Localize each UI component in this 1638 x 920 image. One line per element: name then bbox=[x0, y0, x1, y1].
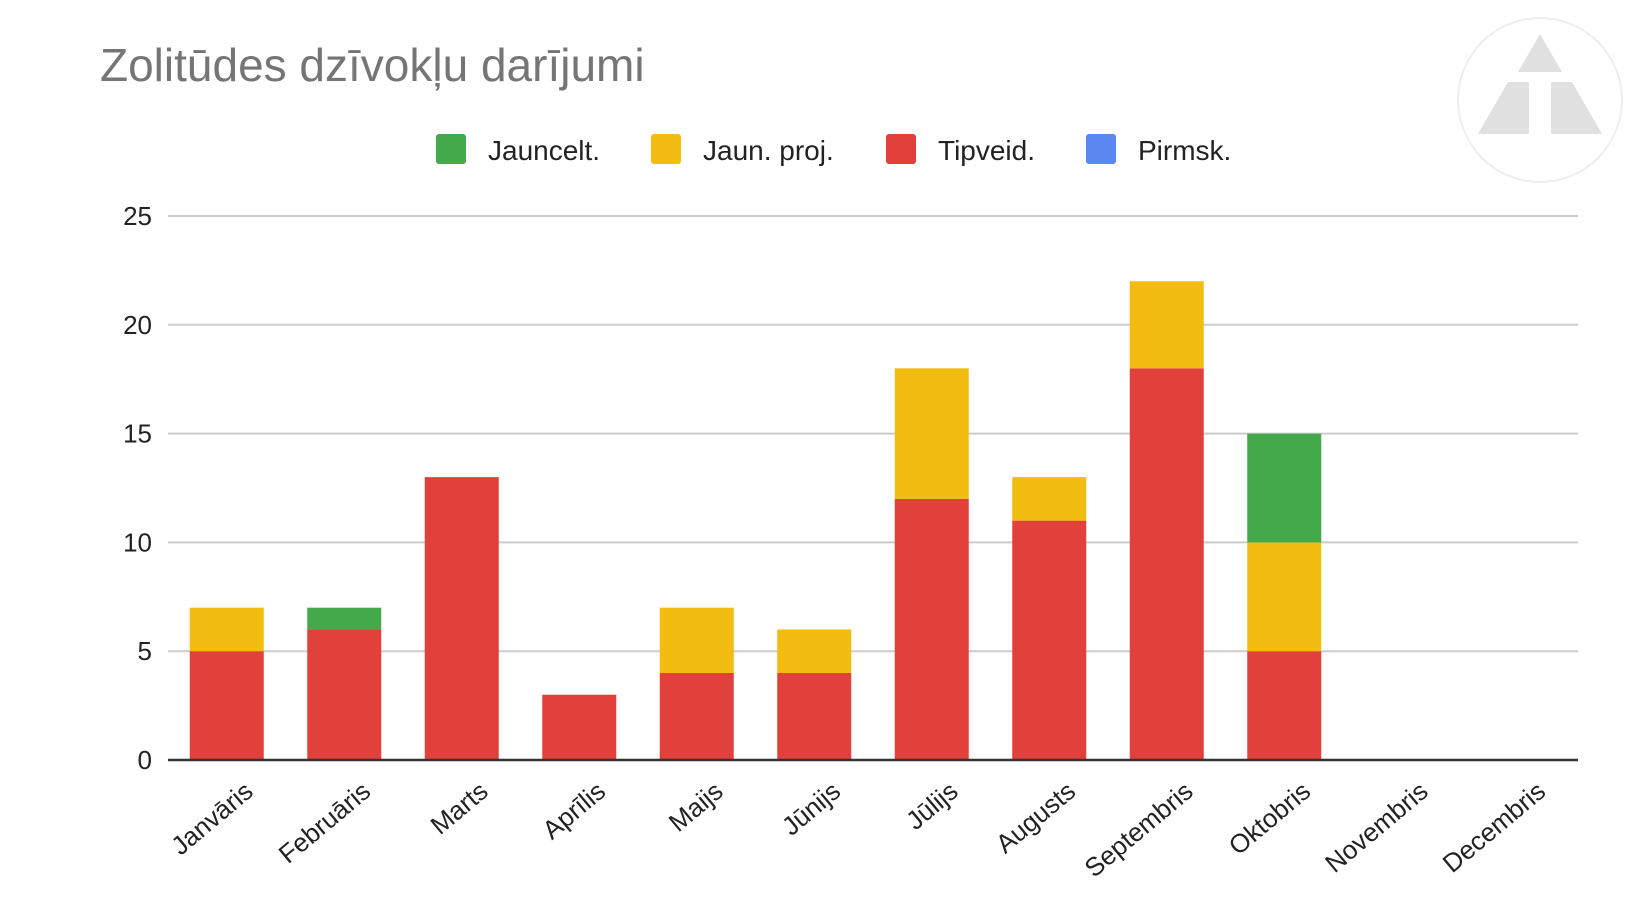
y-tick-label-0: 0 bbox=[138, 745, 152, 775]
y-tick-label-5: 5 bbox=[138, 636, 152, 666]
x-tick-label-oktobris: Oktobris bbox=[1223, 776, 1316, 861]
bar-junijs-tipveid bbox=[777, 672, 852, 760]
x-tick-label-augusts: Augusts bbox=[990, 776, 1081, 859]
legend-label-jaun-proj: Jaun. proj. bbox=[703, 135, 834, 166]
legend-swatch-pirmsk bbox=[1086, 134, 1116, 164]
bars bbox=[189, 281, 1322, 760]
bar-junijs-jaun-proj bbox=[777, 629, 852, 673]
bar-septembris-tipveid bbox=[1129, 368, 1204, 760]
legend-label-tipveid: Tipveid. bbox=[938, 135, 1035, 166]
bar-julijs-tipveid bbox=[894, 498, 969, 760]
bar-janvaris-tipveid bbox=[189, 651, 264, 760]
y-tick-label-15: 15 bbox=[123, 419, 152, 449]
y-tick-label-25: 25 bbox=[123, 201, 152, 231]
legend: Jauncelt. Jaun. proj. Tipveid. Pirmsk. bbox=[436, 134, 1231, 166]
bar-maijs-jaun-proj bbox=[659, 607, 734, 673]
bar-augusts-tipveid bbox=[1012, 520, 1087, 760]
x-tick-label-janvaris: Janvāris bbox=[165, 776, 258, 861]
bar-februaris-tipveid bbox=[307, 629, 382, 760]
bar-augusts-jaun-proj bbox=[1012, 477, 1087, 521]
legend-label-pirmsk: Pirmsk. bbox=[1138, 135, 1231, 166]
bar-oktobris-jauncelt bbox=[1247, 433, 1322, 543]
legend-swatch-jaun-proj bbox=[651, 134, 681, 164]
y-tick-label-10: 10 bbox=[123, 527, 152, 557]
x-tick-label-februaris: Februāris bbox=[273, 776, 376, 870]
triangle-logo-icon bbox=[1457, 17, 1623, 183]
bar-aprilis-tipveid bbox=[542, 694, 617, 760]
bar-oktobris-jaun-proj bbox=[1247, 542, 1322, 652]
x-tick-label-decembris: Decembris bbox=[1437, 776, 1551, 879]
legend-swatch-jauncelt bbox=[436, 134, 466, 164]
x-tick-label-aprilis: Aprīlis bbox=[536, 776, 611, 845]
y-axis-ticks: 0 5 10 15 20 25 bbox=[123, 201, 152, 775]
chart-title: Zolitūdes dzīvokļu darījumi bbox=[100, 39, 645, 91]
legend-swatch-tipveid bbox=[886, 134, 916, 164]
grid-lines bbox=[168, 215, 1578, 653]
bar-marts-tipveid bbox=[424, 477, 499, 760]
legend-label-jauncelt: Jauncelt. bbox=[488, 135, 600, 166]
x-tick-label-marts: Marts bbox=[425, 776, 494, 841]
x-tick-label-junijs: Jūnijs bbox=[776, 776, 846, 842]
x-tick-label-septembris: Septembris bbox=[1079, 776, 1199, 884]
bar-septembris-jaun-proj bbox=[1129, 281, 1204, 369]
y-tick-label-20: 20 bbox=[123, 310, 152, 340]
x-axis-ticks: Janvāris Februāris Marts Aprīlis Maijs Jūnijs… bbox=[165, 776, 1551, 884]
x-tick-label-novembris: Novembris bbox=[1319, 776, 1433, 879]
bar-julijs-jaun-proj bbox=[894, 368, 969, 499]
bar-oktobris-tipveid bbox=[1247, 651, 1322, 760]
bar-februaris-jauncelt bbox=[307, 607, 382, 630]
x-tick-label-julijs: Jūlijs bbox=[900, 776, 964, 836]
bar-janvaris-jaun-proj bbox=[189, 607, 264, 652]
x-tick-label-maijs: Maijs bbox=[663, 776, 729, 838]
bar-maijs-tipveid bbox=[659, 672, 734, 760]
